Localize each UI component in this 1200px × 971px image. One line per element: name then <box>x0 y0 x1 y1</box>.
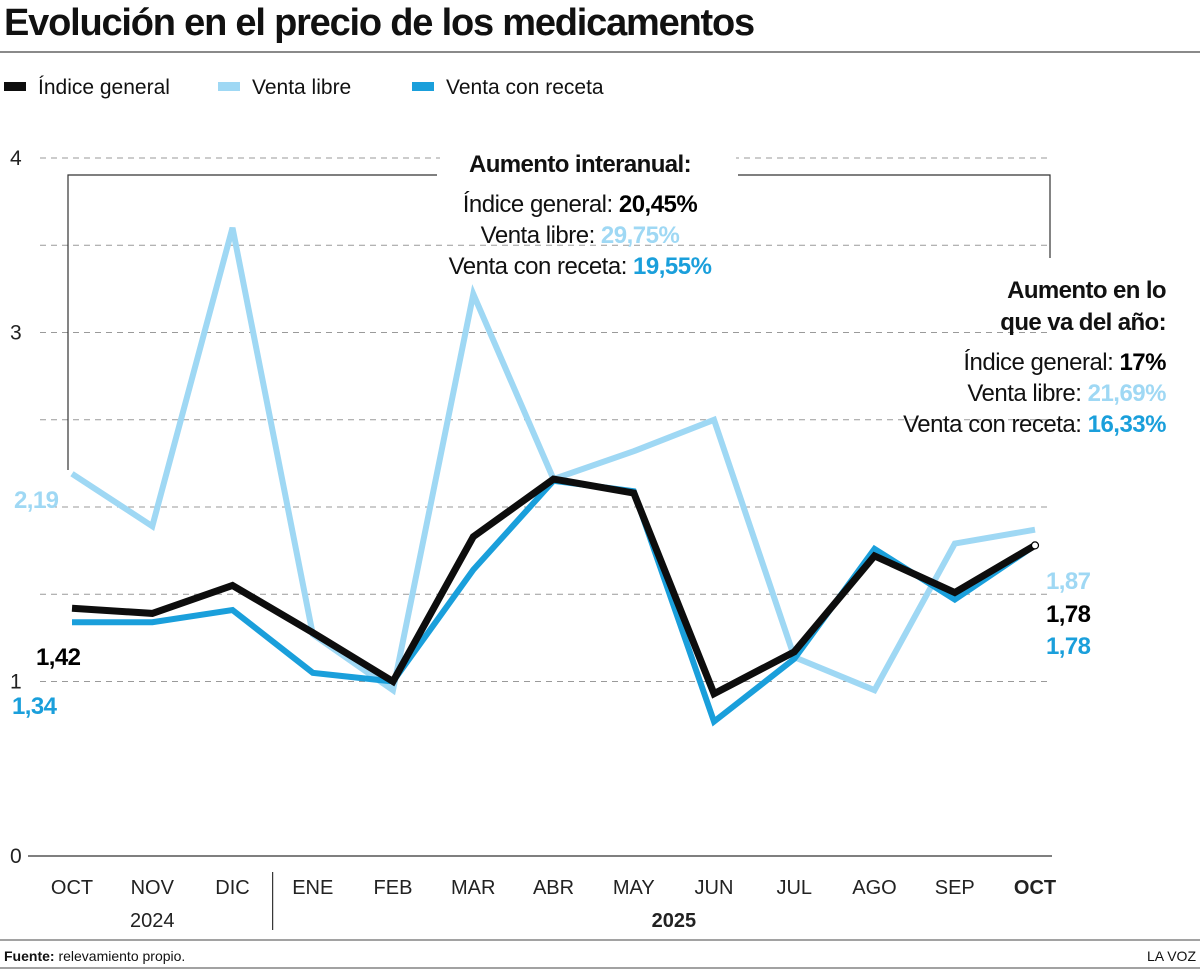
annotation-anual-line-receta: Venta con receta: 16,33% <box>903 411 1166 438</box>
annotation-anual-label-receta: Venta con receta: <box>903 411 1087 438</box>
footer: Fuente: relevamiento propio. LA VOZ <box>0 939 1200 969</box>
x-tick-label: NOV <box>131 877 175 899</box>
legend-label-libre: Venta libre <box>252 76 351 99</box>
x-tick-label: JUL <box>776 877 812 899</box>
source-text: relevamiento propio. <box>55 948 186 964</box>
series-line-general <box>71 475 1037 699</box>
brackets <box>67 174 1051 470</box>
x-tick-label: FEB <box>374 877 413 899</box>
annotation-anual-value-libre: 21,69% <box>1088 380 1167 407</box>
annotation-interanual-value-general: 20,45% <box>619 191 698 218</box>
source-note: Fuente: relevamiento propio. <box>4 948 185 964</box>
x-tick-label: JUN <box>695 877 734 899</box>
annotation-anual-label-general: Índice general: <box>963 349 1119 376</box>
annotation-anual-value-general: 17% <box>1119 349 1166 376</box>
bracket-right <box>738 174 1051 258</box>
series-line-receta <box>72 477 1037 727</box>
series-lines <box>70 227 1040 727</box>
annotation-interanual-bg <box>440 144 736 180</box>
legend-swatch-libre <box>218 82 240 91</box>
annotation-anual-line-libre: Venta libre: 21,69% <box>967 380 1166 407</box>
annotation-interanual-label-libre: Venta libre: <box>481 222 601 249</box>
annotations: Aumento interanual: Índice general: 20,45… <box>440 144 1167 438</box>
x-tick-label: OCT <box>51 877 93 899</box>
end-label-receta: 1,78 <box>1046 633 1091 660</box>
legend-label-general: Índice general <box>38 76 170 99</box>
annotation-anual-heading-1: Aumento en lo <box>1007 277 1166 304</box>
y-tick-label: 1 <box>10 671 22 694</box>
year-label: 2024 <box>130 910 175 932</box>
end-label-general: 1,78 <box>1046 601 1091 628</box>
annotation-interanual-line-general: Índice general: 20,45% <box>463 191 698 218</box>
legend: Índice general Venta libre Venta con recet… <box>4 76 604 99</box>
bracket-left <box>67 174 437 470</box>
x-tick-label: OCT <box>1014 877 1056 899</box>
annotation-interanual-heading: Aumento interanual: <box>469 151 691 178</box>
legend-swatch-general <box>4 82 26 91</box>
series-line-libre <box>70 227 1036 696</box>
legend-swatch-receta <box>412 82 434 91</box>
annotation-interanual-value-receta: 19,55% <box>633 253 712 280</box>
y-tick-label: 0 <box>10 845 22 868</box>
source-label: Fuente: <box>4 948 55 964</box>
start-label-general: 1,42 <box>36 644 81 671</box>
year-label: 2025 <box>652 910 697 932</box>
x-tick-label: AGO <box>852 877 896 899</box>
end-label-libre: 1,87 <box>1046 568 1091 595</box>
start-label-libre: 2,19 <box>14 487 59 514</box>
annotation-interanual-label-receta: Venta con receta: <box>449 253 633 280</box>
series-endpoint-general <box>1030 541 1040 550</box>
y-tick-label: 3 <box>10 322 22 345</box>
y-tick-label: 4 <box>10 147 22 170</box>
annotation-interanual-label-general: Índice general: <box>463 191 619 218</box>
x-tick-label: DIC <box>215 877 249 899</box>
legend-label-receta: Venta con receta <box>446 76 604 99</box>
annotation-anual-value-receta: 16,33% <box>1088 411 1167 438</box>
x-tick-label: MAY <box>613 877 655 899</box>
annotation-interanual-line-libre: Venta libre: 29,75% <box>481 222 680 249</box>
brand-label: LA VOZ <box>1147 948 1196 964</box>
annotation-anual-line-general: Índice general: 17% <box>963 349 1166 376</box>
annotation-anual-label-libre: Venta libre: <box>967 380 1087 407</box>
annotation-interanual-value-libre: 29,75% <box>601 222 680 249</box>
axes: 0 1 3 4 OCT NOV DIC ENE FEB MAR ABR MAY JUN JUL AGO SEP… <box>10 147 1056 932</box>
x-tick-label: ENE <box>292 877 333 899</box>
annotation-interanual-line-receta: Venta con receta: 19,55% <box>449 253 712 280</box>
data-labels: 2,19 1,42 1,34 1,87 1,78 1,78 <box>12 487 1091 720</box>
annotation-anual-heading-2: que va del año: <box>1000 309 1166 336</box>
page-title: Evolución en el precio de los medicament… <box>4 2 755 44</box>
x-tick-label: ABR <box>533 877 574 899</box>
x-tick-label: SEP <box>935 877 975 899</box>
x-tick-label: MAR <box>451 877 495 899</box>
start-label-receta: 1,34 <box>12 693 58 720</box>
